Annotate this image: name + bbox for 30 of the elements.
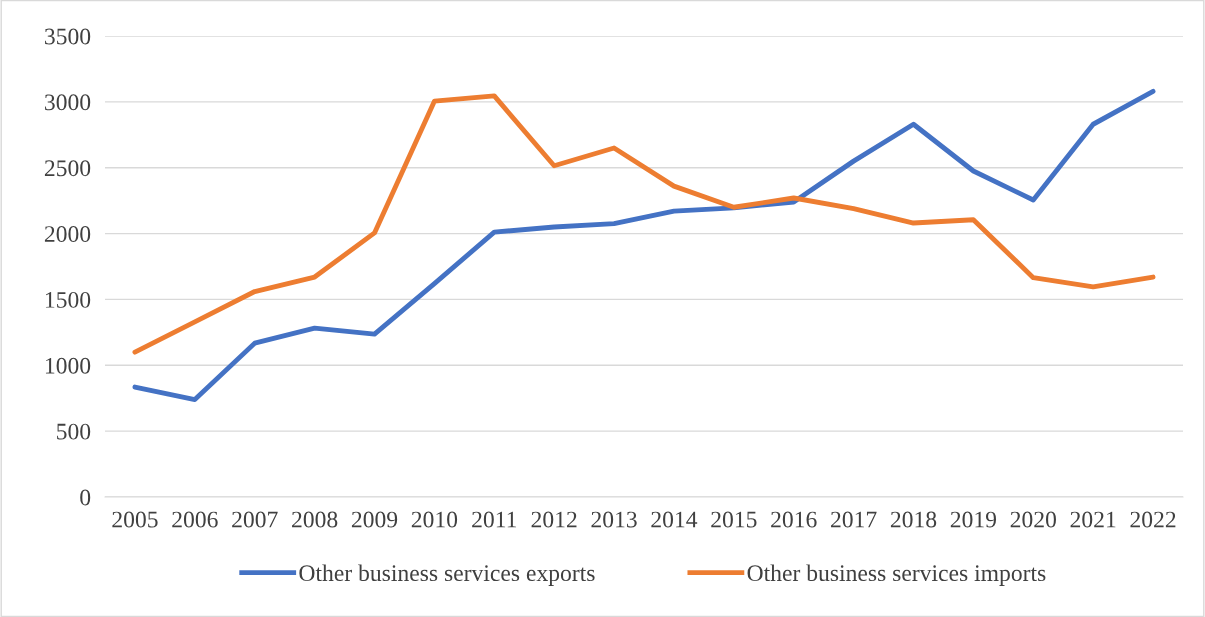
x-tick-label: 2019	[950, 511, 997, 528]
x-tick-label: 2016	[771, 511, 817, 528]
x-tick-label: 2020	[1010, 511, 1056, 528]
legend-label: Other business services exports	[299, 564, 595, 586]
x-tick-label: 2011	[472, 511, 517, 528]
x-tick-label: 2008	[292, 511, 338, 528]
x-tick-label: 2022	[1130, 511, 1176, 528]
y-tick-label: 2000	[44, 226, 91, 242]
x-tick-label: 2021	[1070, 511, 1116, 528]
x-tick-label: 2015	[711, 511, 757, 528]
y-tick-label: 3500	[45, 28, 91, 45]
x-tick-label: 2012	[531, 511, 577, 528]
legend-label: Other business services imports	[747, 564, 1046, 586]
x-tick-label: 2018	[890, 511, 937, 528]
y-tick-label: 500	[57, 423, 91, 440]
y-tick-label: 3000	[45, 94, 91, 111]
x-tick-label: 2009	[351, 511, 398, 528]
y-tick-label: 0	[80, 489, 91, 506]
y-tick-label: 2500	[44, 160, 91, 177]
line-series	[132, 93, 1156, 355]
x-tick-label: 2013	[591, 511, 637, 528]
x-tick-label: 2010	[411, 511, 458, 528]
line-series	[132, 88, 1156, 402]
x-tick-label: 2007	[232, 511, 278, 528]
x-tick-label: 2017	[831, 511, 877, 528]
y-tick-label: 1000	[45, 357, 91, 374]
y-tick-label: 1500	[45, 291, 91, 308]
x-tick-label: 2006	[172, 511, 218, 528]
x-tick-label: 2014	[651, 511, 698, 528]
x-tick-label: 2005	[112, 511, 158, 528]
